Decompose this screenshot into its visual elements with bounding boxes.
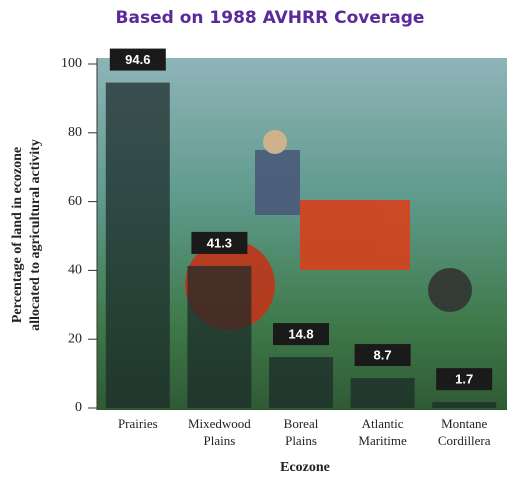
- bar: [432, 402, 497, 408]
- x-tick-label: Boreal Plains: [284, 416, 319, 448]
- y-axis-label: Percentage of land in ecozone: [10, 147, 25, 323]
- value-label: 8.7: [374, 348, 392, 363]
- x-tick-label: Mixedwood Plains: [188, 416, 251, 448]
- value-label: 14.8: [288, 327, 313, 342]
- y-tick-label: 60: [68, 194, 82, 209]
- x-axis-label: Ecozone: [280, 460, 330, 475]
- value-label: 94.6: [125, 52, 150, 67]
- y-tick-label: 40: [68, 263, 82, 278]
- x-tick-label: Montane Cordillera: [438, 416, 491, 448]
- bar: [105, 82, 170, 409]
- x-tick-label: Atlantic Maritime: [358, 416, 407, 448]
- value-label-box: [273, 323, 329, 346]
- y-tick-label: 100: [61, 56, 82, 71]
- value-label-box: [109, 48, 166, 71]
- y-tick-label: 80: [68, 125, 82, 140]
- value-label-box: [436, 368, 493, 391]
- value-label-box: [191, 231, 248, 254]
- bar: [187, 265, 252, 408]
- y-axis-label: allocated to agricultural activity: [28, 139, 43, 331]
- chart-title: Based on 1988 AVHRR Coverage: [116, 8, 425, 28]
- x-tick-label: Prairies: [118, 416, 158, 431]
- value-label: 41.3: [207, 235, 232, 250]
- value-label: 1.7: [455, 372, 473, 387]
- value-label-box: [354, 344, 411, 367]
- bar: [350, 378, 415, 408]
- bar: [269, 357, 333, 408]
- y-tick-label: 0: [75, 400, 82, 415]
- y-tick-label: 20: [68, 331, 82, 346]
